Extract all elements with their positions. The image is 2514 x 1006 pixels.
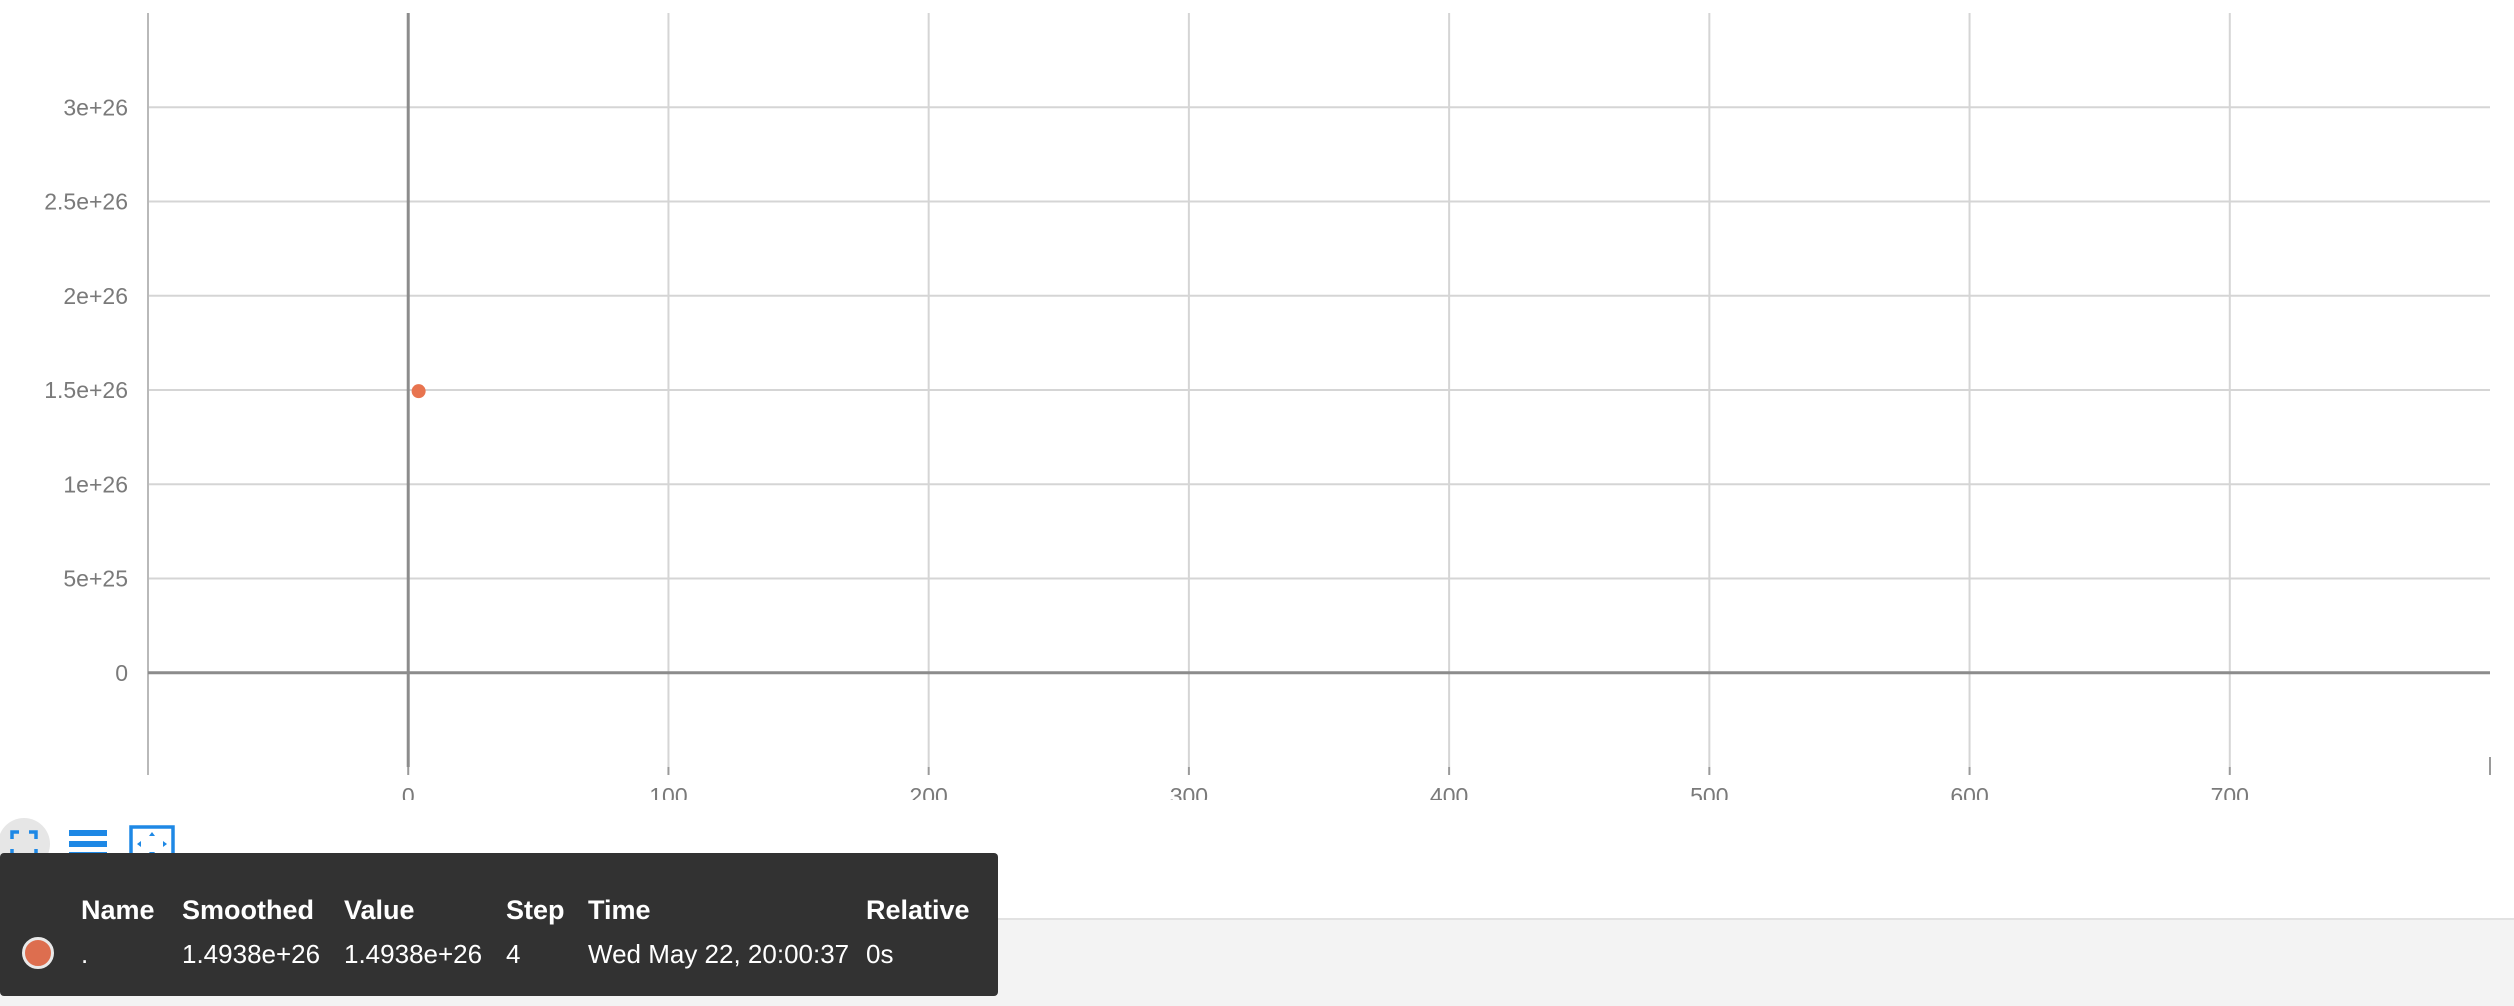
x-tick-label: 100 [649, 783, 687, 800]
y-tick-label: 2e+26 [63, 283, 128, 309]
header-smoothed: Smoothed [182, 895, 314, 925]
data-points [411, 384, 426, 399]
y-tick-label: 1.5e+26 [44, 377, 128, 403]
row-relative: 0s [866, 939, 894, 969]
header-value: Value [344, 895, 415, 925]
row-smoothed: 1.4938e+26 [182, 939, 321, 969]
x-tick-label: 400 [1430, 783, 1468, 800]
header-step: Step [506, 895, 565, 925]
tick-labels: 0 100 200 300 400 500 600 700 0 5e+25 1e+26 1.5e+26… [44, 94, 2249, 800]
series-color-swatch [22, 937, 54, 969]
x-tick-label: 500 [1690, 783, 1728, 800]
x-tick-label: 600 [1950, 783, 1988, 800]
y-tick-label: 0 [115, 660, 128, 686]
header-relative: Relative [866, 895, 970, 925]
axes [147, 13, 2491, 775]
y-tick-label: 5e+25 [63, 566, 128, 592]
y-tick-label: 1e+26 [63, 471, 128, 497]
chart-plot[interactable]: 0 100 200 300 400 500 600 700 0 5e+25 1e+26 1.5e+26… [0, 0, 2514, 800]
row-name: . [81, 939, 89, 969]
data-point[interactable] [411, 384, 426, 399]
row-time: Wed May 22, 20:00:37 [588, 939, 850, 969]
y-tick-label: 2.5e+26 [44, 189, 128, 215]
y-tick-label: 3e+26 [63, 94, 128, 120]
x-tick-label: 200 [909, 783, 947, 800]
x-tick-label: 700 [2211, 783, 2249, 800]
grid-lines [148, 13, 2490, 767]
header-name: Name [81, 895, 155, 925]
row-step: 4 [506, 939, 521, 969]
x-tick-label: 0 [402, 783, 415, 800]
x-tick-label: 300 [1170, 783, 1208, 800]
row-value: 1.4938e+26 [344, 939, 483, 969]
data-tooltip: Name Smoothed Value Step Time Relative .… [0, 853, 998, 996]
header-time: Time [588, 895, 651, 925]
